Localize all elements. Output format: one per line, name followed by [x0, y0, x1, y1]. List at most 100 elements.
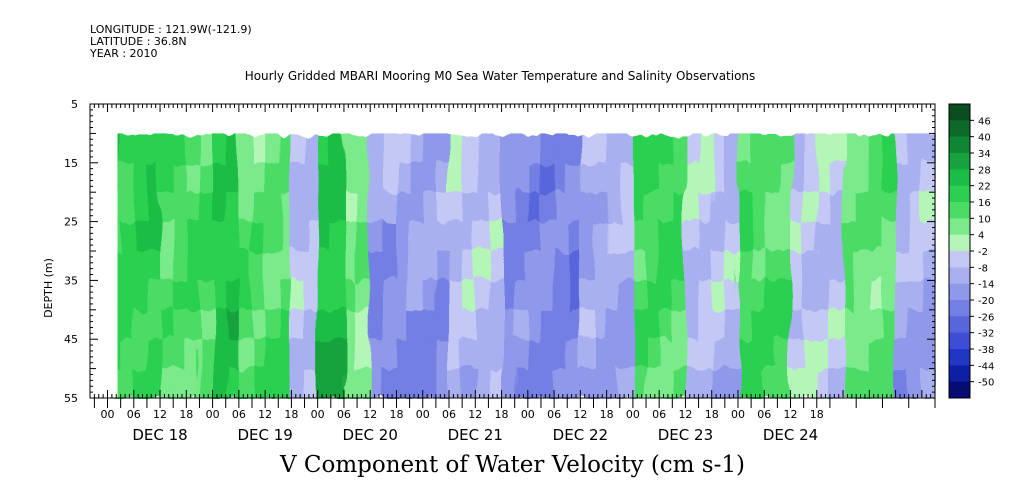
heatmap-cell [790, 339, 805, 370]
heatmap-cell [370, 309, 384, 340]
heatmap-cell [488, 339, 503, 370]
heatmap-cell [160, 339, 174, 370]
heatmap-cell [383, 339, 398, 370]
heatmap-cell [238, 251, 253, 281]
heatmap-cell [711, 368, 726, 399]
heatmap-cell [212, 133, 227, 164]
heatmap-cell [869, 309, 884, 340]
heatmap-cell [514, 368, 529, 399]
heatmap-cell [803, 192, 818, 223]
heatmap-cell [659, 162, 673, 193]
heatmap-cell [672, 133, 687, 164]
heatmap-cell [357, 221, 371, 252]
heatmap-cell [225, 162, 240, 193]
heatmap-cell [606, 251, 621, 281]
colorbar-swatch [949, 202, 970, 219]
heatmap-cell [225, 251, 240, 281]
heatmap-cell [711, 280, 726, 311]
heatmap-cell [843, 192, 857, 223]
colorbar-swatch [949, 251, 970, 268]
heatmap-cell [225, 368, 240, 399]
heatmap-cell [396, 309, 411, 340]
heatmap-cell [488, 162, 503, 193]
heatmap-cell [646, 192, 660, 223]
x-hour-label: 12 [784, 408, 798, 421]
heatmap-cell [843, 221, 857, 252]
heatmap-cell [711, 251, 726, 281]
heatmap-cell [803, 339, 818, 370]
heatmap-cell [895, 192, 910, 223]
x-hour-label: 12 [258, 408, 272, 421]
heatmap-cell [133, 280, 148, 311]
heatmap-cell [330, 368, 345, 399]
heatmap-cell [724, 133, 739, 164]
heatmap-cell [869, 162, 884, 193]
heatmap-cell [396, 251, 411, 281]
heatmap-cell [554, 162, 568, 193]
heatmap-cell [357, 192, 371, 223]
heatmap-cell [790, 280, 805, 311]
x-hour-label: 00 [521, 408, 535, 421]
heatmap-cell [737, 162, 752, 193]
heatmap-cell [632, 192, 647, 223]
x-day-label: DEC 21 [448, 426, 503, 444]
y-tick-label: 5 [71, 98, 78, 111]
heatmap-cell [895, 309, 910, 340]
heatmap-cell [632, 251, 647, 281]
heatmap-cell [146, 192, 161, 223]
heatmap-cell [278, 339, 292, 370]
heatmap-cell [409, 221, 424, 252]
heatmap-cell [370, 368, 384, 399]
heatmap-cell [501, 192, 516, 223]
heatmap-cell [921, 368, 936, 399]
heatmap-cell [330, 221, 345, 252]
heatmap-cell [449, 368, 463, 399]
heatmap-cell [764, 280, 778, 311]
heatmap-cell [146, 339, 161, 370]
heatmap-cell [711, 192, 726, 223]
heatmap-cell [462, 251, 476, 281]
heatmap-cell [212, 280, 227, 311]
heatmap-cell [449, 221, 463, 252]
x-day-label: DEC 18 [132, 426, 187, 444]
colorbar-swatch [949, 316, 970, 334]
heatmap-cell [343, 280, 358, 311]
x-hour-label: 00 [731, 408, 745, 421]
colorbar-label: -26 [978, 312, 994, 323]
heatmap-cell [895, 251, 910, 281]
heatmap-cell [869, 368, 884, 399]
heatmap-cell [672, 162, 687, 193]
heatmap-cell [343, 309, 358, 340]
y-tick-label: 35 [64, 274, 78, 287]
heatmap-cell [685, 133, 700, 164]
heatmap-cell [869, 280, 884, 311]
heatmap-cell [737, 221, 752, 252]
heatmap-cell [435, 192, 450, 223]
x-hour-label: 00 [626, 408, 640, 421]
heatmap-cell [895, 280, 910, 311]
heatmap-cell [212, 309, 227, 340]
heatmap-cell [501, 309, 516, 340]
heatmap-cell [856, 309, 870, 340]
heatmap-cell [238, 309, 253, 340]
colorbar-label: 28 [978, 165, 991, 176]
heatmap-cell [698, 192, 713, 223]
heatmap-cell [803, 251, 818, 281]
heatmap-cell [278, 368, 292, 399]
colorbar-label: 22 [978, 182, 991, 193]
heatmap-cell [816, 251, 831, 281]
heatmap-cell [724, 339, 739, 370]
heatmap-cell [317, 368, 332, 399]
heatmap-cell [475, 192, 490, 223]
heatmap-cell [606, 309, 621, 340]
heatmap-cell [475, 309, 490, 340]
heatmap-cell [186, 339, 201, 370]
x-day-label: DEC 19 [237, 426, 292, 444]
heatmap-cell [593, 221, 608, 252]
heatmap-cell [567, 133, 581, 164]
heatmap-cell [724, 368, 739, 399]
heatmap-cell [251, 368, 266, 399]
heatmap-cell [357, 280, 371, 311]
heatmap-cell [186, 368, 201, 399]
heatmap-cell [527, 133, 542, 164]
